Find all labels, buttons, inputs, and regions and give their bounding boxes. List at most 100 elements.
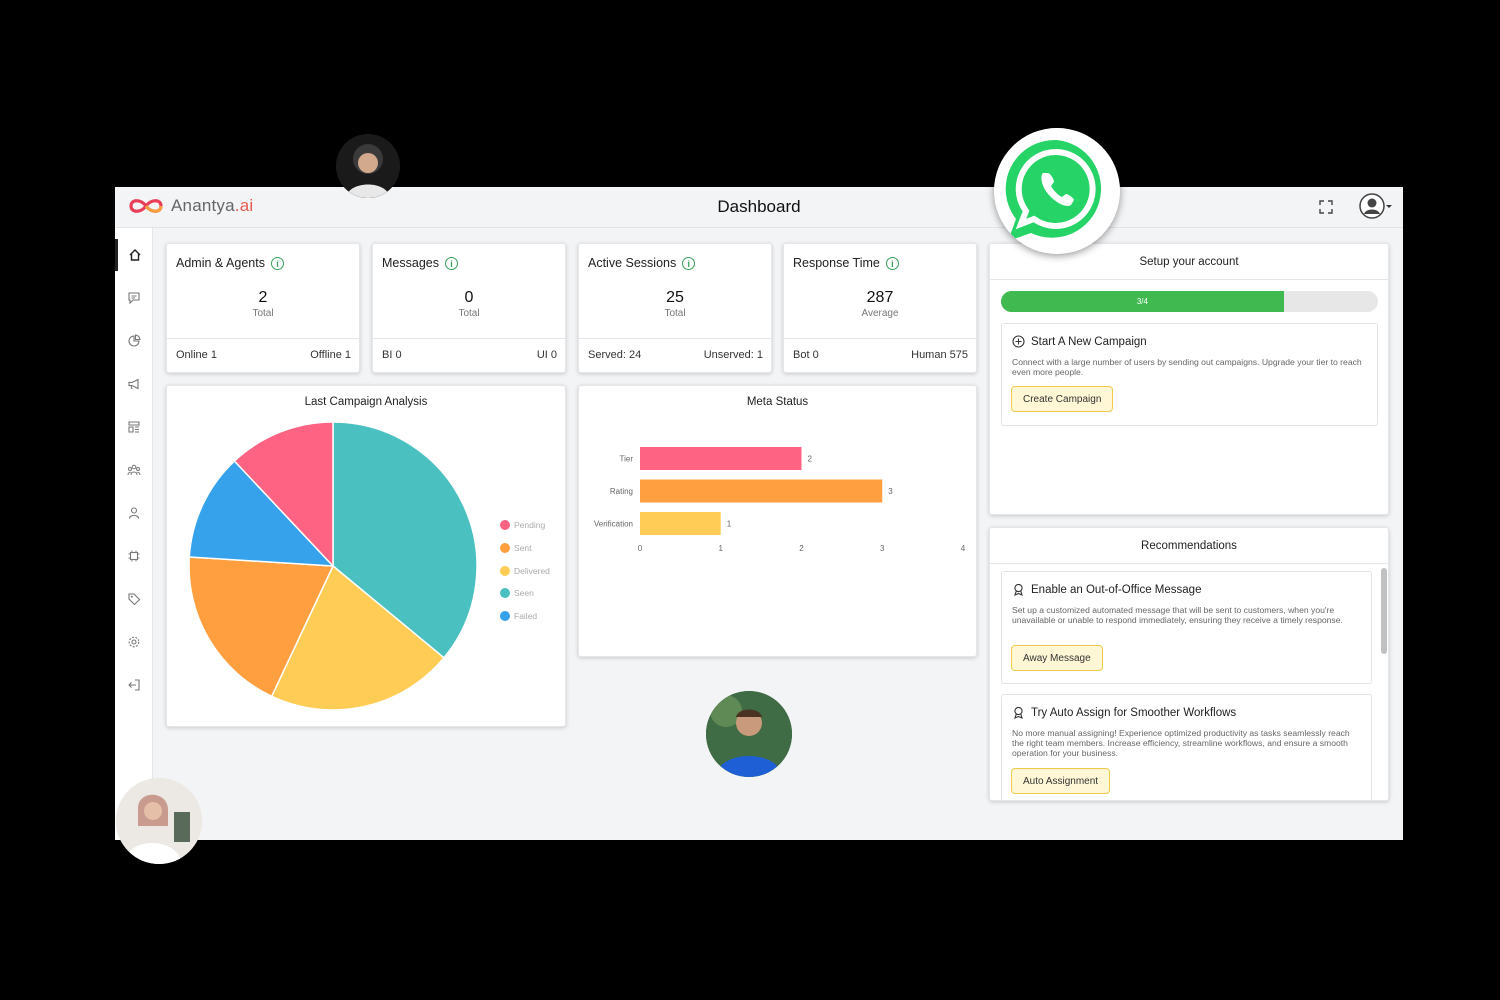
infinity-logo-icon — [129, 199, 163, 213]
sidebar-item-settings[interactable] — [115, 626, 152, 658]
person-avatar-icon — [336, 134, 400, 198]
legend-item-delivered[interactable]: Delivered — [500, 559, 550, 582]
x-tick-label: 3 — [880, 544, 885, 553]
user-menu[interactable] — [1359, 193, 1393, 219]
legend-item-failed[interactable]: Failed — [500, 605, 550, 628]
info-icon[interactable]: i — [885, 256, 899, 270]
sidebar-item-chatbot[interactable] — [115, 540, 152, 572]
stat-footer: Served: 24 Unserved: 1 — [579, 338, 771, 373]
person-photo — [336, 134, 400, 198]
brand-logo[interactable]: Anantya.ai — [127, 196, 253, 216]
stat-footer-left: BI 0 — [382, 349, 402, 361]
legend-swatch — [500, 565, 510, 576]
stat-footer: Bot 0 Human 575 — [784, 338, 976, 373]
legend-item-seen[interactable]: Seen — [500, 582, 550, 605]
chart-legend: Pending Sent Delivered Seen Failed — [500, 514, 550, 627]
bar-rating[interactable] — [640, 479, 883, 503]
recommendation-description: Set up a customized automated message th… — [1012, 605, 1343, 625]
sidebar-item-analytics[interactable] — [115, 325, 152, 357]
away-message-button[interactable]: Away Message — [1011, 645, 1103, 671]
stat-footer-left: Online 1 — [176, 349, 217, 361]
page-title: Dashboard — [717, 197, 801, 216]
sidebar-item-home[interactable] — [115, 239, 152, 271]
whatsapp-icon — [994, 128, 1120, 254]
award-icon — [1014, 583, 1023, 596]
pie-slice-seen[interactable] — [332, 421, 478, 659]
legend-swatch — [500, 588, 510, 599]
tag-icon — [127, 593, 140, 606]
logout-icon — [127, 679, 140, 691]
bar-value-label: 3 — [888, 487, 893, 496]
pie-slice-failed[interactable] — [188, 459, 335, 567]
legend-label: Seen — [514, 588, 534, 599]
recommendations-card: Recommendations Enable an Out-of-Office … — [989, 527, 1389, 801]
sidebar-item-contacts[interactable] — [115, 454, 152, 486]
info-icon[interactable]: i — [444, 256, 458, 270]
bar-verification[interactable] — [640, 512, 721, 535]
sidebar-item-agents[interactable] — [115, 497, 152, 529]
campaign-analysis-card: Last Campaign Analysis Pending Sent Delive… — [166, 385, 566, 727]
legend-label: Failed — [514, 611, 538, 622]
stat-footer-right: Human 575 — [911, 349, 968, 361]
sidebar-item-templates[interactable] — [115, 411, 152, 443]
sidebar-item-chats[interactable] — [115, 282, 152, 314]
plus-circle-icon — [1012, 335, 1025, 348]
stat-title: Active Sessions i — [588, 256, 696, 270]
stat-card-response-time: Response Time i 287 Average Bot 0 Human 5… — [783, 243, 977, 373]
legend-label: Delivered — [514, 565, 550, 576]
stat-subtitle: Total — [664, 308, 686, 319]
pie-slice-delivered[interactable] — [270, 564, 446, 711]
stat-subtitle: Average — [861, 308, 899, 319]
gear-icon — [128, 636, 139, 648]
pie-slice-sent[interactable] — [188, 556, 335, 698]
stat-footer-right: UI 0 — [536, 349, 557, 361]
task-start-campaign: Start A New Campaign Connect with a larg… — [1001, 323, 1378, 426]
user-icon — [128, 507, 139, 519]
legend-item-sent[interactable]: Sent — [500, 537, 550, 560]
pie-slice-pending[interactable] — [233, 421, 334, 568]
auto-assignment-button[interactable]: Auto Assignment — [1011, 768, 1111, 794]
info-icon[interactable]: i — [270, 256, 284, 270]
recommendation-title: Try Auto Assign for Smoother Workflows — [1012, 706, 1236, 719]
x-tick-label: 2 — [799, 544, 804, 553]
sidebar-item-campaigns[interactable] — [115, 368, 152, 400]
legend-label: Sent — [514, 543, 532, 554]
person-photo — [116, 778, 202, 864]
y-tick-label: Tier — [620, 455, 634, 464]
chart-title: Meta Status — [746, 396, 809, 408]
legend-label: Pending — [514, 520, 546, 531]
meta-status-card: Meta Status Tier 2 Rating 3 Verification 1 0 1 2… — [578, 385, 977, 657]
stat-title: Admin & Agents i — [176, 256, 284, 270]
recommendations-scrollbar[interactable] — [1381, 568, 1387, 654]
user-avatar-icon — [1359, 193, 1385, 219]
stat-footer-right: Unserved: 1 — [703, 349, 763, 361]
stat-card-messages: Messages i 0 Total BI 0 UI 0 — [372, 243, 566, 373]
create-campaign-button[interactable]: Create Campaign — [1011, 386, 1114, 412]
sidebar-item-logout[interactable] — [115, 669, 152, 701]
whatsapp-logo — [994, 128, 1120, 254]
setup-header: Setup your account — [990, 244, 1388, 280]
stat-footer-left: Served: 24 — [588, 349, 642, 361]
bot-icon — [128, 550, 139, 562]
x-tick-label: 4 — [961, 544, 966, 553]
sidebar-item-tags[interactable] — [115, 583, 152, 615]
recommendations-header: Recommendations — [990, 528, 1388, 564]
stat-value: 287 — [866, 289, 894, 306]
bar-value-label: 1 — [727, 520, 732, 529]
x-tick-label: 1 — [719, 544, 724, 553]
sidebar — [115, 228, 153, 840]
stat-footer-left: Bot 0 — [793, 349, 819, 361]
y-tick-label: Rating — [610, 487, 633, 496]
chat-icon — [127, 292, 140, 305]
stat-footer: BI 0 UI 0 — [373, 338, 565, 373]
progress-label: 3/4 — [1136, 297, 1148, 306]
top-bar: Anantya.ai Dashboard — [115, 187, 1403, 228]
person-avatar-icon — [116, 778, 202, 864]
bar-tier[interactable] — [640, 447, 802, 470]
app-window: Anantya.ai Dashboard — [115, 187, 1403, 840]
legend-item-pending[interactable]: Pending — [500, 514, 550, 537]
info-icon[interactable]: i — [682, 256, 696, 270]
stat-card-active-sessions: Active Sessions i 25 Total Served: 24 Uns… — [578, 243, 772, 373]
expand-icon[interactable] — [1318, 199, 1334, 215]
megaphone-icon — [127, 378, 139, 390]
